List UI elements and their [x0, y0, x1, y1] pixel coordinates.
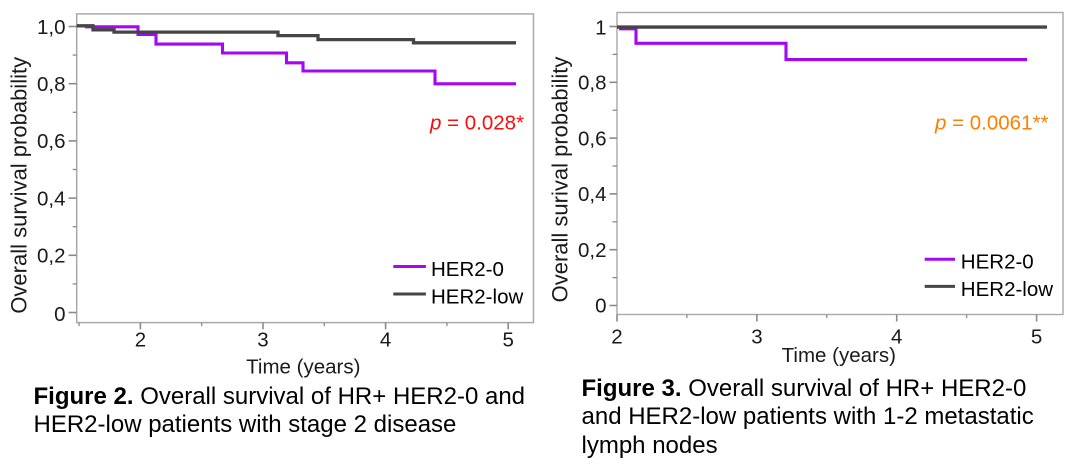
svg-text:1,0: 1,0 [37, 16, 66, 39]
svg-text:0,4: 0,4 [578, 183, 607, 206]
svg-text:HER2-low: HER2-low [431, 286, 523, 309]
svg-text:3: 3 [257, 329, 268, 352]
svg-text:0,6: 0,6 [37, 130, 66, 153]
svg-text:4: 4 [380, 329, 391, 352]
svg-text:HER2-low: HER2-low [961, 278, 1053, 301]
svg-text:4: 4 [891, 325, 902, 348]
svg-text:Time (years): Time (years) [246, 356, 360, 379]
svg-text:0: 0 [54, 303, 65, 326]
svg-text:Time (years): Time (years) [782, 344, 896, 367]
svg-text:Overall surival probability: Overall surival probability [548, 57, 573, 303]
svg-text:0,8: 0,8 [37, 73, 66, 96]
svg-text:HER2-0: HER2-0 [961, 250, 1034, 273]
svg-text:3: 3 [751, 325, 762, 348]
svg-text:Overall survival probability: Overall survival probability [7, 57, 32, 314]
svg-text:HER2-0: HER2-0 [431, 258, 504, 281]
svg-text:2: 2 [135, 329, 146, 352]
svg-text:5: 5 [1031, 325, 1042, 348]
svg-text:0,2: 0,2 [578, 239, 607, 262]
svg-text:0: 0 [595, 294, 606, 317]
svg-text:1: 1 [595, 16, 606, 39]
svg-text:p = 0.0061**: p = 0.0061** [934, 111, 1048, 134]
svg-text:p = 0.028*: p = 0.028* [429, 111, 524, 134]
svg-text:2: 2 [611, 325, 622, 348]
svg-text:0,2: 0,2 [37, 245, 66, 268]
svg-text:0,8: 0,8 [578, 72, 607, 95]
svg-text:5: 5 [502, 329, 513, 352]
svg-text:0,6: 0,6 [578, 127, 607, 150]
svg-text:0,4: 0,4 [37, 187, 66, 210]
